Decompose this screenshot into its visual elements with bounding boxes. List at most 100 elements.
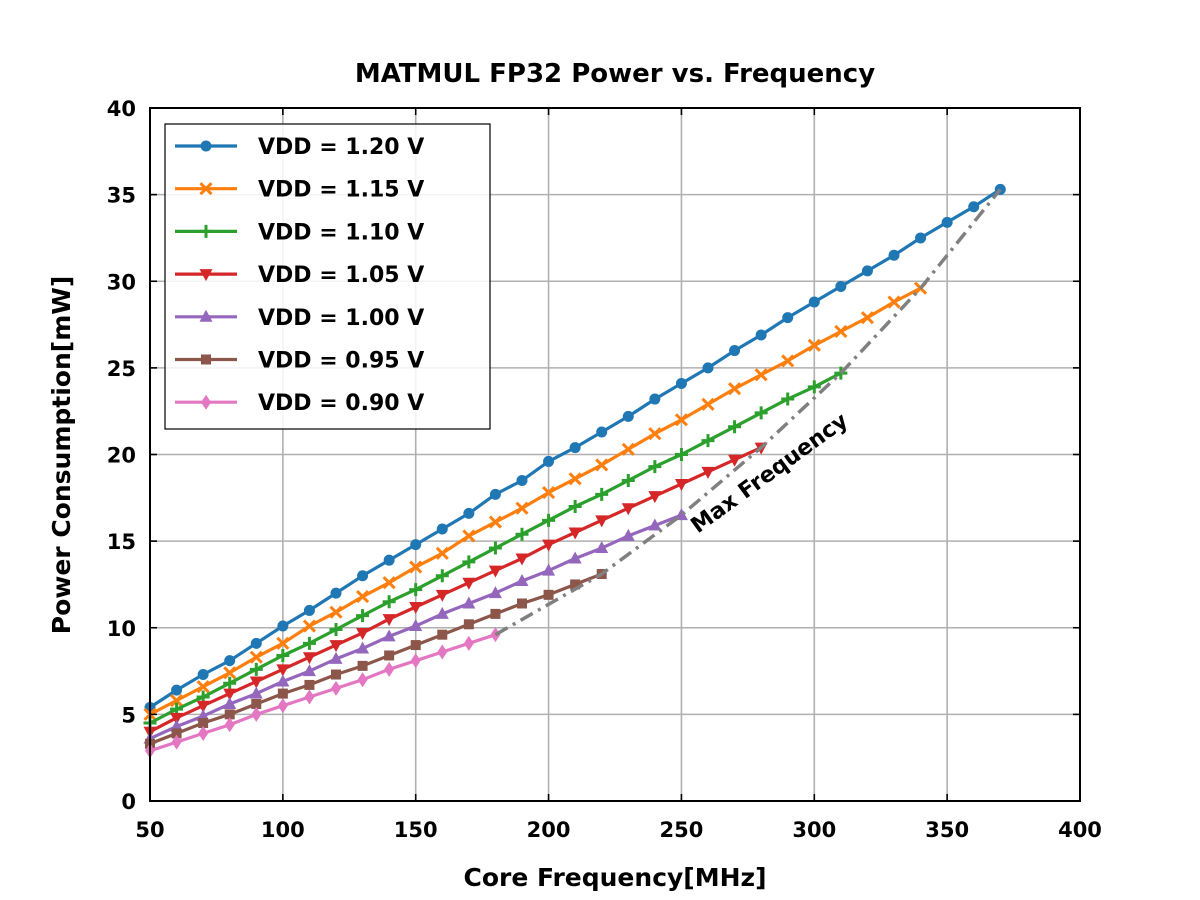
data-point [357,672,368,688]
y-tick-label: 10 [107,617,136,641]
data-point [303,604,315,616]
data-point [622,410,634,422]
data-point [648,518,662,531]
data-point [171,728,182,739]
data-point [223,688,237,701]
data-point [595,458,609,472]
x-tick-label: 150 [394,818,438,842]
series-090 [145,627,501,759]
data-point [197,669,209,681]
data-point [782,312,794,324]
data-point [674,448,688,461]
data-point [224,709,235,720]
data-point [570,579,581,590]
legend-box [164,123,491,430]
data-point [277,688,288,699]
data-point [382,576,396,590]
data-point [409,601,423,614]
data-point [276,636,290,650]
data-point [860,311,874,325]
data-point [595,541,609,554]
data-point [595,487,609,501]
data-point [224,655,236,667]
data-point [542,563,556,576]
data-point [382,614,396,627]
data-point [701,434,715,448]
data-point [410,539,422,551]
legend-label: VDD = 1.10 V [258,220,424,245]
legend-marker [199,224,213,238]
chart-title: MATMUL FP32 Power vs. Frequency [355,59,875,89]
data-point [674,478,688,491]
data-point [249,650,263,664]
data-point [410,640,421,651]
data-point [728,454,742,467]
data-point [331,680,341,696]
data-point [462,596,476,609]
data-point [196,700,210,713]
legend-label: VDD = 1.00 V [258,306,424,331]
data-point [755,329,767,341]
data-point [276,648,290,662]
data-point [621,442,635,456]
data-point [304,689,315,705]
data-point [569,442,581,454]
data-point [648,427,662,441]
y-tick-label: 40 [107,97,136,121]
data-point [437,629,448,640]
y-tick-label: 20 [107,444,136,468]
data-point [171,734,182,750]
data-point [515,527,529,541]
data-point [170,712,184,725]
data-point [834,324,848,339]
data-point [542,539,556,552]
legend-marker [199,182,213,196]
data-point [543,589,554,600]
x-tick-label: 400 [1058,818,1102,842]
data-point [463,635,474,651]
data-point [384,650,395,661]
data-point [249,686,263,699]
data-point [251,698,262,709]
data-point [516,474,528,486]
y-tick-label: 25 [107,357,136,381]
data-point [329,622,343,636]
data-point [888,249,900,261]
series-line [149,633,496,753]
data-point [621,528,635,541]
data-point [515,573,529,586]
data-point [170,693,184,708]
data-point [887,295,901,309]
data-point [807,380,821,394]
legend-marker [199,309,213,322]
data-point [330,587,342,599]
data-point [542,486,556,500]
data-point [754,368,768,382]
data-point [302,619,316,633]
data-point [648,491,662,504]
x-tick-label: 100 [261,818,305,842]
data-point [435,569,449,583]
x-tick-label: 250 [660,818,704,842]
data-point [515,501,529,515]
data-point [250,637,262,649]
x-tick-label: 350 [925,818,969,842]
max-frequency-line [494,188,1002,637]
data-point [781,392,795,406]
data-point [302,636,316,650]
data-point [198,725,209,741]
data-point [435,589,449,602]
data-point [223,666,237,680]
axis-ticks: 50 100 150 200 250 300 350 400 0 5 10 15 20 25 30 35 40 [107,97,1102,842]
plot-area [143,183,1006,759]
data-point [781,354,795,368]
data-point [198,718,209,729]
data-point [249,676,263,689]
data-point [437,644,448,660]
data-point [357,660,368,671]
data-point [701,466,715,479]
data-point [861,265,873,277]
data-point [517,598,527,609]
data-point [968,201,980,213]
